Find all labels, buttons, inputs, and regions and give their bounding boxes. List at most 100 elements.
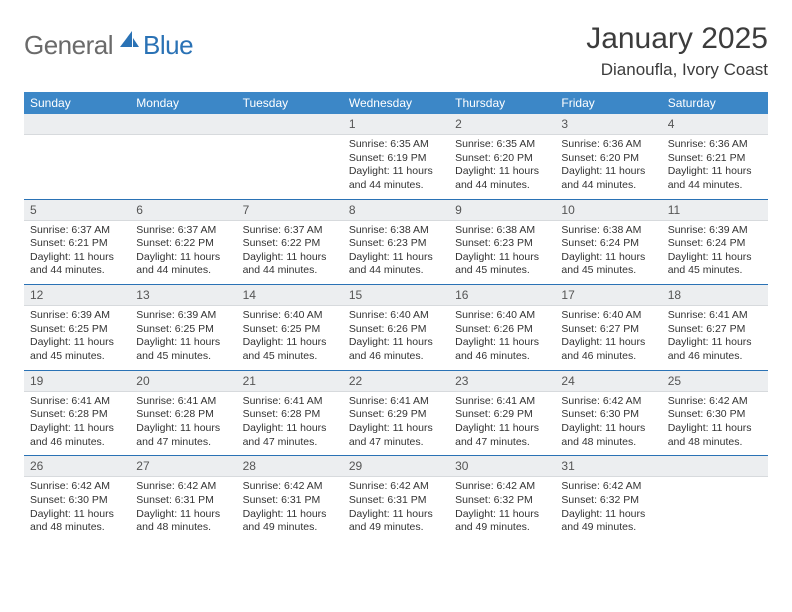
day-header: Saturday	[662, 92, 768, 114]
day-content: Sunrise: 6:42 AMSunset: 6:30 PMDaylight:…	[555, 392, 661, 456]
day-header: Monday	[130, 92, 236, 114]
calendar-cell: 28Sunrise: 6:42 AMSunset: 6:31 PMDayligh…	[237, 456, 343, 541]
calendar-cell: 19Sunrise: 6:41 AMSunset: 6:28 PMDayligh…	[24, 370, 130, 456]
day-number: 9	[449, 200, 555, 221]
calendar-week: 12Sunrise: 6:39 AMSunset: 6:25 PMDayligh…	[24, 285, 768, 371]
calendar-body: 1Sunrise: 6:35 AMSunset: 6:19 PMDaylight…	[24, 114, 768, 541]
day-number: 2	[449, 114, 555, 135]
calendar-cell: 17Sunrise: 6:40 AMSunset: 6:27 PMDayligh…	[555, 285, 661, 371]
calendar-cell: 6Sunrise: 6:37 AMSunset: 6:22 PMDaylight…	[130, 199, 236, 285]
day-number: 6	[130, 200, 236, 221]
calendar-table: SundayMondayTuesdayWednesdayThursdayFrid…	[24, 92, 768, 541]
calendar-header-row: SundayMondayTuesdayWednesdayThursdayFrid…	[24, 92, 768, 114]
calendar-cell: 21Sunrise: 6:41 AMSunset: 6:28 PMDayligh…	[237, 370, 343, 456]
day-content: Sunrise: 6:40 AMSunset: 6:26 PMDaylight:…	[343, 306, 449, 370]
calendar-cell: 30Sunrise: 6:42 AMSunset: 6:32 PMDayligh…	[449, 456, 555, 541]
calendar-cell: 31Sunrise: 6:42 AMSunset: 6:32 PMDayligh…	[555, 456, 661, 541]
day-number: 22	[343, 371, 449, 392]
calendar-cell	[24, 114, 130, 199]
day-content: Sunrise: 6:39 AMSunset: 6:25 PMDaylight:…	[130, 306, 236, 370]
calendar-cell: 26Sunrise: 6:42 AMSunset: 6:30 PMDayligh…	[24, 456, 130, 541]
day-number: 15	[343, 285, 449, 306]
day-content: Sunrise: 6:35 AMSunset: 6:20 PMDaylight:…	[449, 135, 555, 199]
calendar-cell: 18Sunrise: 6:41 AMSunset: 6:27 PMDayligh…	[662, 285, 768, 371]
day-content: Sunrise: 6:41 AMSunset: 6:28 PMDaylight:…	[237, 392, 343, 456]
calendar-cell: 3Sunrise: 6:36 AMSunset: 6:20 PMDaylight…	[555, 114, 661, 199]
day-header: Wednesday	[343, 92, 449, 114]
day-number: 19	[24, 371, 130, 392]
day-content: Sunrise: 6:40 AMSunset: 6:27 PMDaylight:…	[555, 306, 661, 370]
day-number-empty	[662, 456, 768, 477]
calendar-cell: 10Sunrise: 6:38 AMSunset: 6:24 PMDayligh…	[555, 199, 661, 285]
logo-text-general: General	[24, 30, 113, 61]
calendar-cell: 12Sunrise: 6:39 AMSunset: 6:25 PMDayligh…	[24, 285, 130, 371]
day-content: Sunrise: 6:42 AMSunset: 6:31 PMDaylight:…	[343, 477, 449, 541]
calendar-cell: 7Sunrise: 6:37 AMSunset: 6:22 PMDaylight…	[237, 199, 343, 285]
day-content: Sunrise: 6:41 AMSunset: 6:28 PMDaylight:…	[130, 392, 236, 456]
day-content: Sunrise: 6:39 AMSunset: 6:25 PMDaylight:…	[24, 306, 130, 370]
day-content: Sunrise: 6:42 AMSunset: 6:30 PMDaylight:…	[24, 477, 130, 541]
calendar-cell: 1Sunrise: 6:35 AMSunset: 6:19 PMDaylight…	[343, 114, 449, 199]
calendar-cell: 5Sunrise: 6:37 AMSunset: 6:21 PMDaylight…	[24, 199, 130, 285]
calendar-cell	[237, 114, 343, 199]
day-content: Sunrise: 6:42 AMSunset: 6:31 PMDaylight:…	[237, 477, 343, 541]
day-content: Sunrise: 6:36 AMSunset: 6:21 PMDaylight:…	[662, 135, 768, 199]
day-number: 12	[24, 285, 130, 306]
day-number: 23	[449, 371, 555, 392]
calendar-cell	[662, 456, 768, 541]
day-number: 21	[237, 371, 343, 392]
day-number: 29	[343, 456, 449, 477]
day-content: Sunrise: 6:37 AMSunset: 6:21 PMDaylight:…	[24, 221, 130, 285]
calendar-cell	[130, 114, 236, 199]
logo-text-blue: Blue	[143, 30, 193, 61]
calendar-week: 19Sunrise: 6:41 AMSunset: 6:28 PMDayligh…	[24, 370, 768, 456]
location: Dianoufla, Ivory Coast	[586, 60, 768, 80]
day-number: 31	[555, 456, 661, 477]
calendar-cell: 8Sunrise: 6:38 AMSunset: 6:23 PMDaylight…	[343, 199, 449, 285]
calendar-cell: 20Sunrise: 6:41 AMSunset: 6:28 PMDayligh…	[130, 370, 236, 456]
logo: General Blue	[24, 22, 193, 61]
day-number: 13	[130, 285, 236, 306]
day-content: Sunrise: 6:42 AMSunset: 6:32 PMDaylight:…	[449, 477, 555, 541]
calendar-cell: 27Sunrise: 6:42 AMSunset: 6:31 PMDayligh…	[130, 456, 236, 541]
day-number: 30	[449, 456, 555, 477]
calendar-cell: 29Sunrise: 6:42 AMSunset: 6:31 PMDayligh…	[343, 456, 449, 541]
day-number: 24	[555, 371, 661, 392]
day-number: 20	[130, 371, 236, 392]
calendar-cell: 13Sunrise: 6:39 AMSunset: 6:25 PMDayligh…	[130, 285, 236, 371]
day-content: Sunrise: 6:36 AMSunset: 6:20 PMDaylight:…	[555, 135, 661, 199]
calendar-cell: 22Sunrise: 6:41 AMSunset: 6:29 PMDayligh…	[343, 370, 449, 456]
day-content: Sunrise: 6:38 AMSunset: 6:23 PMDaylight:…	[449, 221, 555, 285]
calendar-cell: 24Sunrise: 6:42 AMSunset: 6:30 PMDayligh…	[555, 370, 661, 456]
day-number-empty	[130, 114, 236, 135]
title-block: January 2025 Dianoufla, Ivory Coast	[586, 22, 768, 80]
day-number: 18	[662, 285, 768, 306]
day-number: 25	[662, 371, 768, 392]
day-content: Sunrise: 6:38 AMSunset: 6:24 PMDaylight:…	[555, 221, 661, 285]
day-number: 16	[449, 285, 555, 306]
calendar-cell: 14Sunrise: 6:40 AMSunset: 6:25 PMDayligh…	[237, 285, 343, 371]
day-content: Sunrise: 6:40 AMSunset: 6:25 PMDaylight:…	[237, 306, 343, 370]
calendar-week: 1Sunrise: 6:35 AMSunset: 6:19 PMDaylight…	[24, 114, 768, 199]
day-content: Sunrise: 6:39 AMSunset: 6:24 PMDaylight:…	[662, 221, 768, 285]
day-content: Sunrise: 6:42 AMSunset: 6:31 PMDaylight:…	[130, 477, 236, 541]
day-header: Sunday	[24, 92, 130, 114]
calendar-cell: 16Sunrise: 6:40 AMSunset: 6:26 PMDayligh…	[449, 285, 555, 371]
day-number: 8	[343, 200, 449, 221]
day-number: 7	[237, 200, 343, 221]
month-title: January 2025	[586, 22, 768, 56]
page-header: General Blue January 2025 Dianoufla, Ivo…	[24, 22, 768, 80]
calendar-cell: 9Sunrise: 6:38 AMSunset: 6:23 PMDaylight…	[449, 199, 555, 285]
calendar-week: 5Sunrise: 6:37 AMSunset: 6:21 PMDaylight…	[24, 199, 768, 285]
calendar-cell: 2Sunrise: 6:35 AMSunset: 6:20 PMDaylight…	[449, 114, 555, 199]
day-number: 5	[24, 200, 130, 221]
calendar-cell: 11Sunrise: 6:39 AMSunset: 6:24 PMDayligh…	[662, 199, 768, 285]
calendar-cell: 23Sunrise: 6:41 AMSunset: 6:29 PMDayligh…	[449, 370, 555, 456]
day-number-empty	[237, 114, 343, 135]
day-number: 17	[555, 285, 661, 306]
day-content: Sunrise: 6:37 AMSunset: 6:22 PMDaylight:…	[130, 221, 236, 285]
day-header: Thursday	[449, 92, 555, 114]
day-number: 10	[555, 200, 661, 221]
day-content: Sunrise: 6:41 AMSunset: 6:28 PMDaylight:…	[24, 392, 130, 456]
day-content: Sunrise: 6:41 AMSunset: 6:27 PMDaylight:…	[662, 306, 768, 370]
